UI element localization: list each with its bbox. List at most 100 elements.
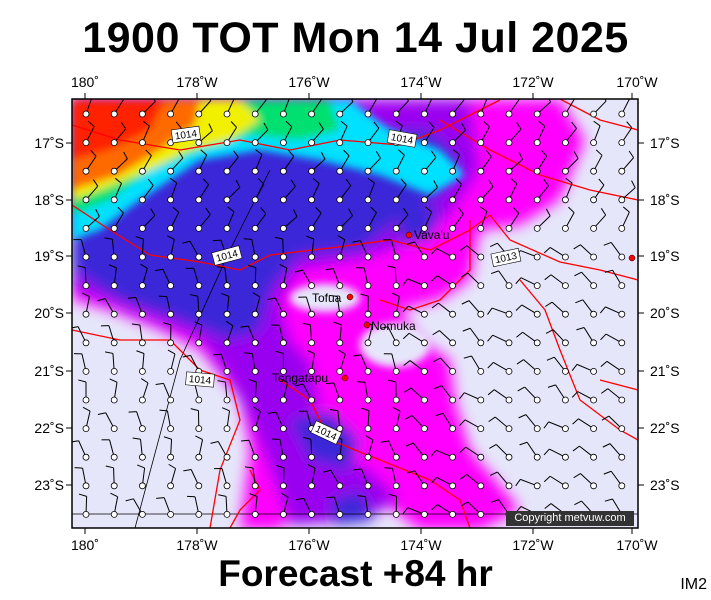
wind-barb [336, 178, 352, 204]
wind-barb [477, 150, 492, 175]
wind-barb-feather [373, 121, 380, 129]
wind-barb [307, 464, 316, 490]
wind-barb [420, 150, 437, 175]
wind-barb-feather [225, 320, 234, 327]
lat-tick-left: 17˚S [34, 135, 64, 151]
wind-barb-station [82, 339, 90, 347]
lon-tick-top: 176˚W [288, 74, 330, 90]
wind-barb-station [505, 224, 513, 232]
wind-barb-feather [182, 240, 191, 244]
wind-barb-station [251, 310, 259, 318]
wind-barb [460, 245, 485, 261]
wind-barb-station [308, 224, 316, 232]
wind-barb [505, 207, 520, 232]
wind-barb-station [110, 196, 118, 204]
wind-barb [73, 353, 90, 375]
wind-barb [221, 407, 231, 433]
wind-barb-station [477, 253, 485, 261]
wind-barb-station [110, 453, 118, 461]
wind-barb [279, 209, 298, 232]
wind-barb [562, 151, 579, 175]
wind-barb [104, 351, 118, 375]
wind-barb-feather [573, 151, 579, 159]
wind-barb-station [308, 167, 316, 175]
wind-barb-feather [290, 179, 296, 187]
wind-barb-station [590, 339, 597, 347]
wind-barb-feather [97, 298, 106, 302]
wind-barb-station [167, 367, 175, 375]
wind-barb [138, 178, 154, 204]
place-label: Tongatapu [272, 371, 328, 385]
wind-barb [223, 150, 239, 175]
wind-barb-station [392, 511, 400, 518]
wind-barb-feather [380, 326, 389, 329]
wind-barb [462, 327, 485, 347]
wind-barb-station [336, 339, 344, 347]
wind-barb [356, 267, 372, 290]
isobar-line [379, 220, 471, 311]
wind-barb-station [364, 310, 372, 318]
wind-barb-feather [480, 206, 488, 212]
wind-barb-station [477, 339, 485, 347]
wind-barb-station [449, 425, 457, 433]
wind-barb-station [110, 396, 118, 404]
wind-barb [77, 265, 90, 290]
wind-barb-station [167, 453, 175, 461]
wind-barb-station [251, 482, 259, 490]
wind-barb-station [167, 396, 175, 404]
wind-barb [279, 150, 295, 175]
wind-barb-station [308, 396, 316, 404]
wind-barb-station [110, 167, 118, 175]
wind-barb-station [308, 282, 316, 290]
wind-barb [167, 99, 180, 118]
wind-barb-feather [175, 121, 182, 129]
wind-barb [105, 465, 118, 490]
wind-barb-feather [92, 179, 99, 187]
wind-barb-station [336, 453, 344, 461]
wind-barb [477, 179, 494, 204]
wind-barb-feather [604, 498, 613, 502]
wind-barb-feather [398, 149, 405, 156]
wind-barb [516, 331, 541, 347]
wind-barb [295, 383, 316, 404]
wind-barb-station [167, 310, 175, 318]
isobar-label: 1014 [170, 125, 202, 144]
wind-barb [138, 208, 156, 232]
wind-barb-feather [156, 497, 165, 499]
wind-barb-station [223, 224, 231, 232]
wind-barb [392, 178, 407, 204]
wind-barb-station [223, 396, 231, 404]
wind-barb-feather [257, 178, 265, 185]
wind-barb-feather [516, 359, 524, 365]
wind-barb-station [505, 482, 513, 490]
lat-tick-left: 22˚S [34, 420, 64, 436]
wind-barb [383, 353, 400, 375]
isobar-line [489, 214, 638, 281]
wind-barb [562, 99, 575, 118]
wind-barb-feather [320, 151, 326, 160]
lat-tick-right: 23˚S [650, 477, 680, 493]
wind-barb-feather [230, 121, 237, 128]
wind-barb [543, 247, 569, 261]
wind-barb [138, 263, 148, 290]
wind-barb-station [110, 282, 118, 290]
wind-barb-feather [431, 302, 439, 309]
wind-barb [333, 321, 344, 347]
wind-barb [562, 206, 575, 232]
wind-barb [155, 382, 175, 404]
wind-barb [125, 498, 146, 518]
wind-barb [543, 475, 569, 490]
wind-barb [603, 470, 626, 490]
wind-barb [459, 419, 485, 433]
wind-barb-feather [136, 350, 145, 354]
wind-barb-station [533, 453, 541, 461]
wind-barb-feather [153, 99, 156, 102]
wind-barb-station [138, 367, 146, 375]
wind-barb-feather [142, 120, 150, 127]
wind-barb [406, 241, 428, 261]
wind-barb [243, 238, 259, 261]
wind-barb-feather [599, 306, 606, 314]
wind-barb [618, 99, 631, 118]
wind-barb [110, 121, 127, 147]
wind-barb-station [618, 396, 626, 404]
